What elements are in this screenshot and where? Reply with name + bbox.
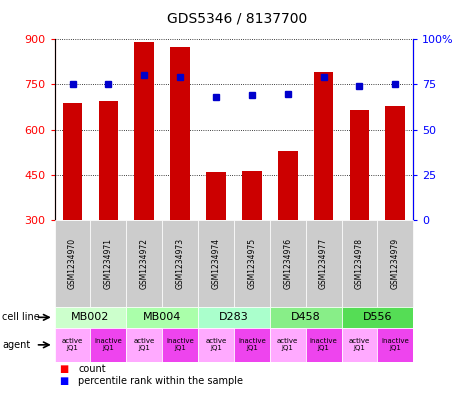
Bar bbox=[242, 171, 262, 220]
Bar bbox=[270, 220, 306, 307]
Bar bbox=[234, 328, 270, 362]
Bar bbox=[278, 151, 298, 220]
Bar bbox=[126, 307, 198, 328]
Bar bbox=[55, 328, 91, 362]
Text: inactive
JQ1: inactive JQ1 bbox=[238, 338, 266, 351]
Text: count: count bbox=[78, 364, 106, 374]
Bar bbox=[126, 328, 162, 362]
Text: D458: D458 bbox=[291, 312, 321, 322]
Text: GSM1234973: GSM1234973 bbox=[176, 238, 185, 289]
Bar bbox=[162, 220, 198, 307]
Bar bbox=[234, 220, 270, 307]
Text: GSM1234975: GSM1234975 bbox=[247, 238, 257, 289]
Bar bbox=[198, 328, 234, 362]
Text: GSM1234974: GSM1234974 bbox=[211, 238, 220, 289]
Bar bbox=[342, 328, 378, 362]
Text: percentile rank within the sample: percentile rank within the sample bbox=[78, 376, 243, 386]
Text: inactive
JQ1: inactive JQ1 bbox=[381, 338, 409, 351]
Bar bbox=[91, 220, 126, 307]
Text: MB002: MB002 bbox=[71, 312, 110, 322]
Text: MB004: MB004 bbox=[143, 312, 181, 322]
Text: GSM1234972: GSM1234972 bbox=[140, 238, 149, 289]
Bar bbox=[98, 101, 118, 220]
Bar bbox=[378, 220, 413, 307]
Bar bbox=[198, 307, 270, 328]
Bar bbox=[91, 328, 126, 362]
Bar bbox=[270, 328, 306, 362]
Text: GSM1234978: GSM1234978 bbox=[355, 238, 364, 289]
Bar bbox=[198, 220, 234, 307]
Text: D556: D556 bbox=[362, 312, 392, 322]
Text: GSM1234971: GSM1234971 bbox=[104, 238, 113, 289]
Text: active
JQ1: active JQ1 bbox=[205, 338, 227, 351]
Text: active
JQ1: active JQ1 bbox=[62, 338, 83, 351]
Bar bbox=[385, 106, 405, 220]
Bar bbox=[55, 220, 91, 307]
Bar bbox=[378, 328, 413, 362]
Text: ■: ■ bbox=[59, 376, 68, 386]
Text: inactive
JQ1: inactive JQ1 bbox=[166, 338, 194, 351]
Text: D283: D283 bbox=[219, 312, 249, 322]
Bar bbox=[342, 307, 413, 328]
Bar bbox=[134, 42, 154, 220]
Text: GDS5346 / 8137700: GDS5346 / 8137700 bbox=[167, 12, 308, 26]
Text: cell line: cell line bbox=[2, 312, 40, 322]
Text: GSM1234970: GSM1234970 bbox=[68, 238, 77, 289]
Bar bbox=[350, 110, 370, 220]
Bar bbox=[270, 307, 342, 328]
Text: inactive
JQ1: inactive JQ1 bbox=[95, 338, 122, 351]
Text: GSM1234979: GSM1234979 bbox=[391, 238, 400, 289]
Text: inactive
JQ1: inactive JQ1 bbox=[310, 338, 337, 351]
Bar bbox=[306, 220, 342, 307]
Bar bbox=[306, 328, 342, 362]
Bar bbox=[314, 72, 333, 220]
Bar bbox=[170, 47, 190, 220]
Bar bbox=[162, 328, 198, 362]
Text: active
JQ1: active JQ1 bbox=[349, 338, 370, 351]
Text: active
JQ1: active JQ1 bbox=[277, 338, 298, 351]
Bar bbox=[206, 172, 226, 220]
Bar bbox=[55, 307, 126, 328]
Text: GSM1234977: GSM1234977 bbox=[319, 238, 328, 289]
Text: agent: agent bbox=[2, 340, 30, 350]
Bar bbox=[63, 103, 83, 220]
Text: GSM1234976: GSM1234976 bbox=[283, 238, 292, 289]
Text: active
JQ1: active JQ1 bbox=[133, 338, 155, 351]
Bar bbox=[126, 220, 162, 307]
Bar bbox=[342, 220, 378, 307]
Text: ■: ■ bbox=[59, 364, 68, 374]
